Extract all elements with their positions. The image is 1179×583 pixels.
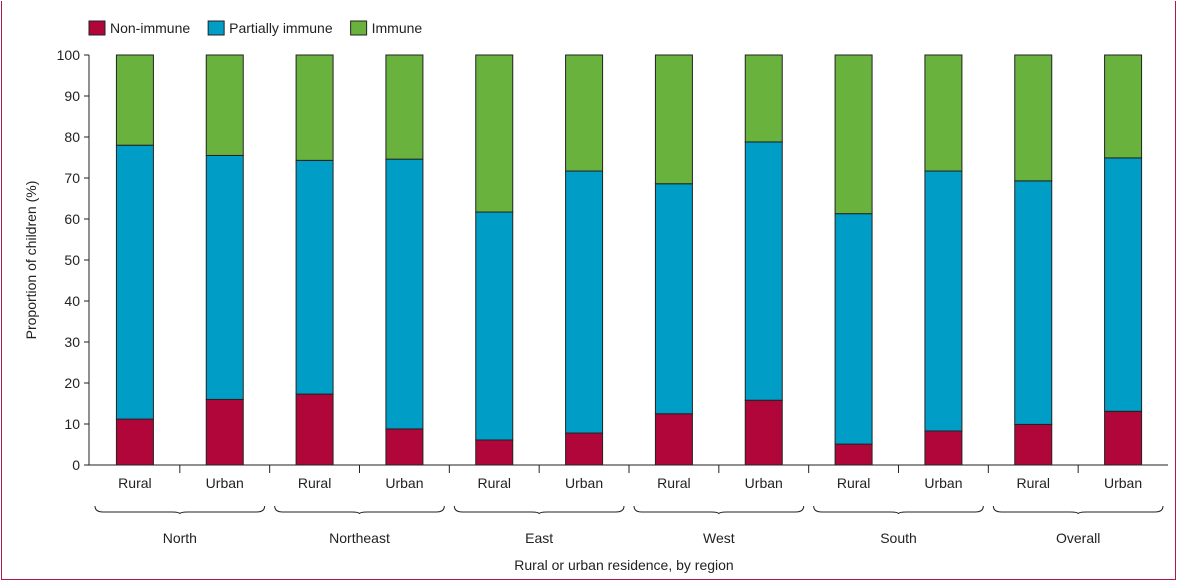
bar-segment-immune	[205, 54, 244, 156]
bar-segment-partially-immune	[385, 158, 424, 430]
bar-segment-immune	[1104, 54, 1143, 159]
bar-segment-immune	[115, 54, 154, 146]
bar-segment-partially-immune	[744, 141, 783, 401]
bar-segment-partially-immune	[115, 144, 154, 420]
x-category-label: Urban	[924, 475, 962, 491]
group-label: Overall	[1056, 530, 1100, 546]
y-tick-label: 10	[64, 416, 80, 432]
bar-segment-non-immune	[1014, 423, 1053, 466]
legend-swatch	[350, 20, 368, 36]
group-brace	[94, 505, 266, 515]
y-tick-label: 90	[64, 88, 80, 104]
legend: Non-immune Partially immune Immune	[88, 20, 423, 36]
y-tick-label: 30	[64, 334, 80, 350]
legend-label: Partially immune	[229, 20, 333, 36]
y-tick-label: 40	[64, 293, 80, 309]
bar-segment-partially-immune	[924, 170, 963, 432]
bar-segment-partially-immune	[1104, 157, 1143, 412]
bar-segment-non-immune	[834, 443, 873, 466]
bar-segment-immune	[565, 54, 604, 172]
legend-label: Non-immune	[110, 20, 190, 36]
group-label: South	[880, 530, 917, 546]
y-tick-label: 20	[64, 375, 80, 391]
bar-segment-non-immune	[115, 418, 154, 466]
bar-segment-non-immune	[475, 439, 514, 466]
bar-segment-immune	[834, 54, 873, 215]
x-category-label: Rural	[478, 475, 511, 491]
x-category-label: Rural	[298, 475, 331, 491]
bar-segment-partially-immune	[205, 154, 244, 400]
bar-segment-non-immune	[654, 413, 693, 466]
y-tick-label: 50	[64, 252, 80, 268]
legend-swatch	[88, 20, 106, 36]
bar-segment-immune	[1014, 54, 1053, 182]
bar-segment-partially-immune	[475, 211, 514, 441]
group-brace	[633, 505, 805, 515]
x-category-label: Urban	[206, 475, 244, 491]
bar-segment-non-immune	[565, 432, 604, 466]
group-brace	[992, 505, 1164, 515]
x-category-label: Urban	[385, 475, 423, 491]
bar-segment-non-immune	[924, 430, 963, 466]
legend-swatch	[207, 20, 225, 36]
group-brace	[274, 505, 445, 515]
x-category-label: Urban	[1104, 475, 1142, 491]
y-tick-label: 60	[64, 211, 80, 227]
y-tick-label: 70	[64, 170, 80, 186]
legend-label: Immune	[372, 20, 423, 36]
group-label: North	[163, 530, 197, 546]
bar-segment-non-immune	[385, 428, 424, 466]
y-tick-label: 100	[57, 47, 81, 63]
y-axis-title: Proportion of children (%)	[23, 181, 39, 340]
bar-segment-non-immune	[1104, 410, 1143, 466]
x-category-label: Urban	[745, 475, 783, 491]
x-axis-title: Rural or urban residence, by region	[514, 557, 733, 573]
bar-segment-partially-immune	[834, 213, 873, 445]
x-category-label: Rural	[657, 475, 690, 491]
x-category-label: Rural	[1017, 475, 1050, 491]
group-label: West	[703, 530, 735, 546]
x-category-label: Rural	[837, 475, 870, 491]
bar-segment-immune	[295, 54, 334, 161]
bar-segment-partially-immune	[295, 159, 334, 395]
y-tick-label: 0	[72, 457, 80, 473]
x-category-label: Urban	[565, 475, 603, 491]
bar-segment-immune	[924, 54, 963, 172]
group-brace	[813, 505, 984, 515]
group-label: East	[525, 530, 553, 546]
x-category-label: Rural	[118, 475, 151, 491]
bar-segment-partially-immune	[654, 183, 693, 415]
bar-segment-partially-immune	[565, 170, 604, 434]
bar-segment-immune	[654, 54, 693, 185]
bar-segment-partially-immune	[1014, 180, 1053, 425]
group-label: Northeast	[329, 530, 390, 546]
bars	[115, 54, 1143, 466]
bar-segment-non-immune	[744, 399, 783, 466]
y-tick-label: 80	[64, 129, 80, 145]
group-brace	[453, 505, 625, 515]
bar-segment-non-immune	[205, 398, 244, 466]
bar-segment-immune	[385, 54, 424, 160]
bar-segment-non-immune	[295, 393, 334, 466]
bar-segment-immune	[744, 54, 783, 143]
bar-segment-immune	[475, 54, 514, 213]
